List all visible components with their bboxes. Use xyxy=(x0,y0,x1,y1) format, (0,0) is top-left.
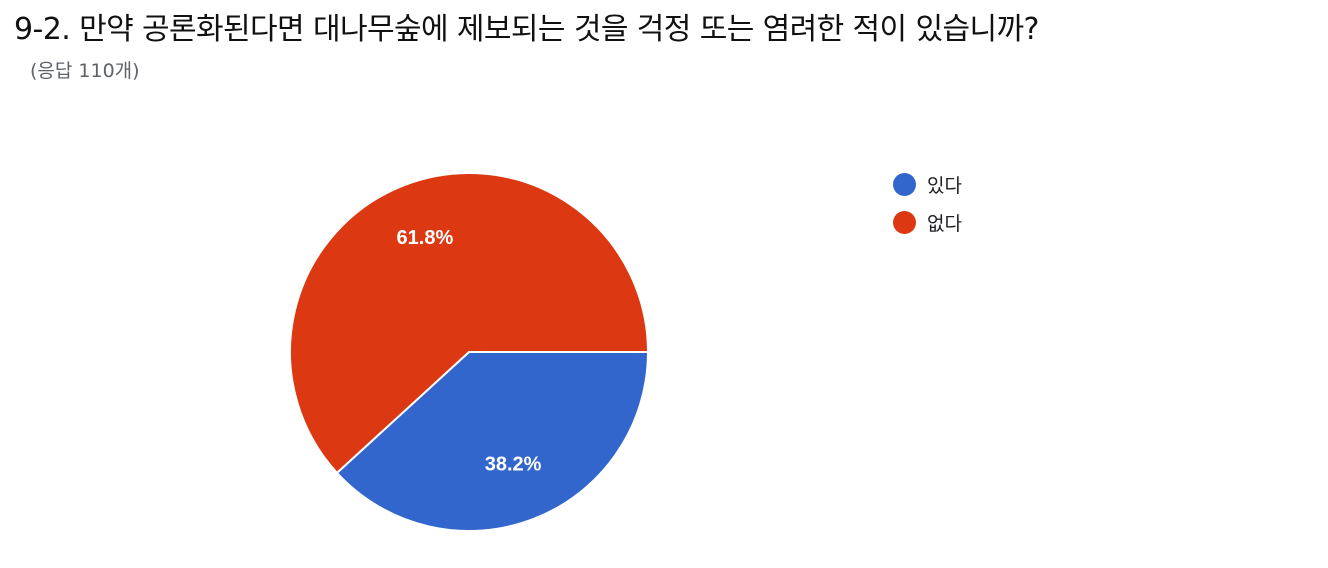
chart-legend: 있다 없다 xyxy=(893,170,962,246)
legend-item-no[interactable]: 없다 xyxy=(893,208,962,236)
legend-label-yes: 있다 xyxy=(927,174,962,197)
chart-title: 9-2. 만약 공론화된다면 대나무숲에 제보되는 것을 걱정 또는 염려한 적… xyxy=(14,12,1039,47)
legend-label-no: 없다 xyxy=(927,212,962,235)
pie-slice-no[interactable] xyxy=(289,172,650,475)
legend-swatch-yes xyxy=(893,172,916,196)
response-count: (응답 110개) xyxy=(30,60,140,82)
pie-slice-yes[interactable] xyxy=(335,351,650,532)
pie-label-no: 61.8% xyxy=(397,227,454,249)
legend-swatch-no xyxy=(893,210,916,234)
legend-item-yes[interactable]: 있다 xyxy=(893,170,962,198)
pie-label-yes: 38.2% xyxy=(485,454,542,476)
